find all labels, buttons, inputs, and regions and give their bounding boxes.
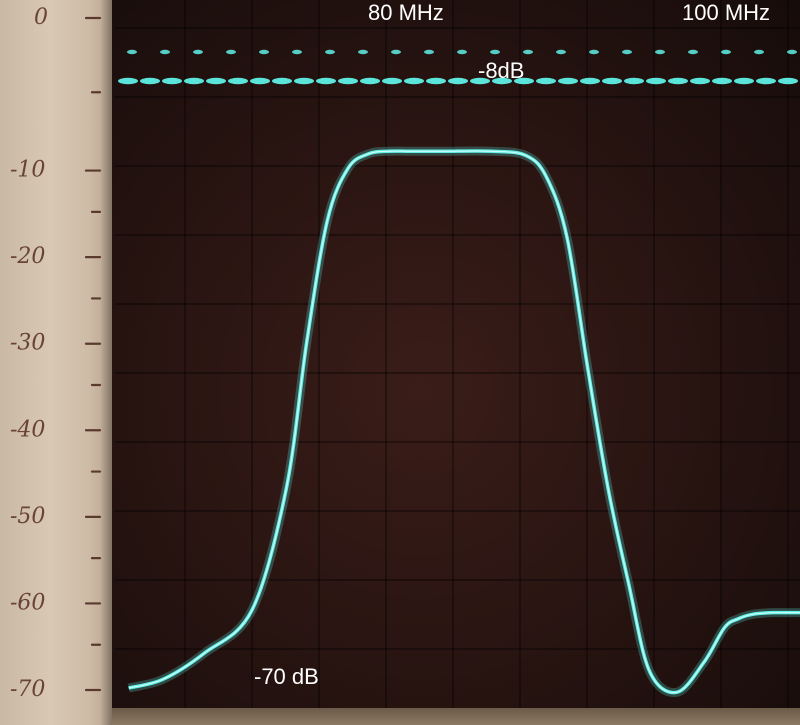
reference-dash	[338, 77, 358, 85]
reference-dash	[778, 77, 798, 85]
reference-dash	[250, 77, 270, 85]
marker-dot	[259, 49, 269, 55]
scale-label: -50	[10, 504, 45, 529]
reference-dotted-line	[118, 49, 798, 85]
marker-dot	[655, 49, 665, 55]
scale-label: -60	[10, 590, 45, 615]
y-axis-scale: 0 -10 -20 -30 -40 -50 -60 -70	[10, 5, 102, 702]
reference-dash	[492, 77, 512, 85]
trace-glow	[127, 146, 800, 698]
reference-dash	[514, 77, 534, 85]
marker-dot	[226, 49, 236, 55]
trace-core	[128, 150, 800, 694]
label-floor-db: -70 dB	[254, 664, 319, 689]
reference-dash	[228, 77, 248, 85]
label-100mhz: 100 MHz	[682, 0, 771, 25]
scale-label: -40	[10, 417, 45, 442]
reference-dash	[140, 77, 160, 85]
reference-dash	[272, 77, 292, 85]
marker-dot	[721, 49, 731, 55]
marker-dot	[589, 49, 599, 55]
marker-dot	[292, 49, 302, 55]
reference-dash	[536, 77, 556, 85]
reference-dash	[712, 77, 732, 85]
scale-label: -10	[10, 158, 45, 183]
marker-dot	[754, 49, 764, 55]
marker-dot	[193, 49, 203, 55]
trace-line	[128, 149, 800, 695]
marker-dot	[424, 49, 434, 55]
filter-response-trace	[127, 146, 800, 698]
reference-dash	[184, 77, 204, 85]
reference-dash	[360, 77, 380, 85]
marker-dot	[556, 49, 566, 55]
marker-dot	[127, 49, 137, 55]
marker-dot	[490, 49, 500, 55]
reference-dash	[470, 77, 490, 85]
reference-dash	[580, 77, 600, 85]
reference-dash	[756, 77, 776, 85]
reference-dash	[602, 77, 622, 85]
label-peak-db: -8dB	[478, 58, 525, 83]
reference-dash	[118, 77, 138, 85]
marker-dot	[787, 49, 797, 55]
marker-dot	[160, 49, 170, 55]
reference-dash	[558, 77, 578, 85]
reference-dash	[382, 77, 402, 85]
marker-dot	[358, 49, 368, 55]
reference-dash	[646, 77, 666, 85]
reference-dash	[668, 77, 688, 85]
paper-shadow	[100, 0, 114, 725]
marker-dot	[391, 49, 401, 55]
oscilloscope-screen	[112, 0, 800, 710]
scale-label: -20	[10, 244, 45, 269]
marker-dot	[622, 49, 632, 55]
reference-dash	[426, 77, 446, 85]
marker-dot	[523, 49, 533, 55]
reference-dash	[162, 77, 182, 85]
graticule-grid	[115, 0, 800, 708]
marker-dot	[325, 49, 335, 55]
reference-dash	[206, 77, 226, 85]
scale-label: -30	[10, 331, 45, 356]
reference-dash	[734, 77, 754, 85]
scale-label: 0	[34, 5, 48, 30]
marker-dot	[688, 49, 698, 55]
reference-dash	[316, 77, 336, 85]
label-80mhz: 80 MHz	[368, 0, 444, 25]
reference-dash	[448, 77, 468, 85]
marker-dot	[457, 49, 467, 55]
reference-dash	[690, 77, 710, 85]
scale-label: -70	[10, 677, 45, 702]
screen-bottom-bezel	[112, 708, 800, 725]
reference-dash	[404, 77, 424, 85]
reference-dash	[294, 77, 314, 85]
reference-dash	[624, 77, 644, 85]
